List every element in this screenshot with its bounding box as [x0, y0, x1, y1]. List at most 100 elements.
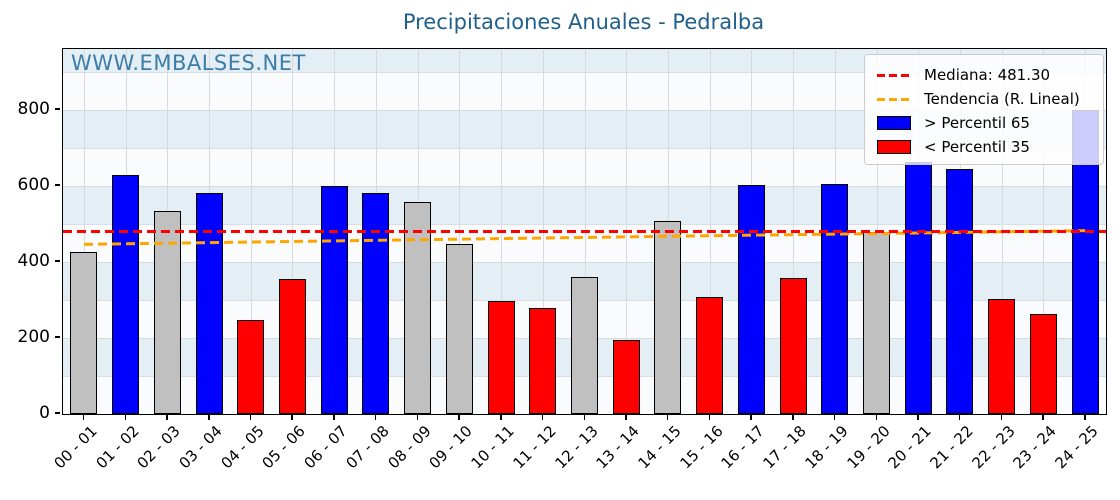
x-tick-mark: [958, 415, 961, 420]
x-tick-mark: [82, 415, 85, 420]
x-tick-label: 24 - 25: [1051, 422, 1102, 473]
y-tick-label: 600: [17, 174, 50, 195]
y-tick-mark: [55, 336, 60, 338]
x-tick-label: 15 - 16: [676, 422, 727, 473]
x-tick-mark: [917, 415, 919, 420]
x-tick-mark: [333, 415, 335, 420]
legend-row: Mediana: 481.30: [877, 63, 1103, 87]
bar-21-22: [946, 168, 974, 414]
legend-label: Mediana: 481.30: [924, 66, 1051, 84]
x-tick-label: 06 - 07: [300, 422, 351, 473]
x-tick-label: 20 - 21: [884, 422, 935, 473]
x-tick-mark: [208, 415, 210, 420]
bar-12-13: [571, 277, 598, 414]
bar-10-11: [487, 300, 515, 414]
y-tick-label: 0: [39, 403, 50, 423]
x-tick-mark: [416, 415, 419, 420]
x-tick-mark: [750, 415, 752, 420]
x-tick-label: 13 - 14: [592, 422, 643, 473]
bar-15-16: [696, 296, 724, 414]
bar-20-21: [904, 161, 932, 414]
legend-label: Tendencia (R. Lineal): [924, 90, 1080, 108]
x-tick-mark: [792, 415, 794, 420]
x-tick-mark: [500, 415, 502, 420]
x-tick-label: 16 - 17: [717, 422, 769, 473]
x-tick-mark: [458, 415, 460, 420]
bar-04-05: [237, 320, 265, 414]
x-tick-label: 23 - 24: [1009, 422, 1061, 473]
legend-swatch-patch-red: [877, 140, 911, 154]
y-tick-mark: [55, 108, 60, 110]
median-line: [63, 229, 1106, 233]
x-tick-label: 08 - 09: [384, 422, 435, 473]
plot-area: WWW.EMBALSES.NET Mediana: 481.30 Tendenci…: [62, 48, 1107, 415]
x-tick-label: 11 - 12: [509, 422, 560, 473]
legend-label: < Percentil 35: [924, 138, 1030, 156]
bar-08-09: [404, 201, 432, 414]
x-tick-mark: [875, 415, 878, 420]
legend-box: Mediana: 481.30 Tendencia (R. Lineal) > Pe…: [864, 54, 1104, 165]
x-tick-mark: [124, 415, 127, 420]
bar-07-08: [362, 192, 390, 414]
x-tick-mark: [374, 415, 377, 420]
x-tick-mark: [291, 415, 293, 420]
x-tick-mark: [1042, 415, 1044, 420]
bar-06-07: [320, 185, 348, 414]
y-tick-label: 200: [17, 326, 50, 347]
y-tick-mark: [55, 184, 60, 186]
legend-row: Tendencia (R. Lineal): [877, 87, 1103, 111]
legend-swatch-dash-red: [877, 73, 911, 77]
x-tick-label: 01 - 02: [92, 422, 143, 473]
y-tick-label: 400: [17, 250, 50, 271]
y-tick-mark: [55, 260, 60, 262]
x-tick-mark: [249, 415, 252, 420]
legend-row: > Percentil 65: [877, 111, 1103, 135]
x-tick-mark: [1084, 415, 1086, 420]
legend-row: < Percentil 35: [877, 135, 1103, 159]
x-tick-label: 02 - 03: [133, 422, 185, 473]
x-tick-label: 12 - 13: [550, 422, 602, 473]
chart-title: Precipitaciones Anuales - Pedralba: [402, 10, 765, 34]
bar-01-02: [112, 175, 140, 414]
x-tick-label: 18 - 19: [801, 422, 852, 473]
x-tick-label: 09 - 10: [425, 422, 477, 473]
legend-swatch-dash-orange: [877, 97, 911, 101]
x-tick-label: 19 - 20: [842, 422, 894, 473]
bar-19-20: [863, 231, 891, 414]
bar-00-01: [70, 252, 98, 414]
bar-03-04: [195, 192, 223, 414]
x-tick-mark: [666, 415, 669, 420]
x-tick-label: 21 - 22: [926, 422, 977, 473]
bar-23-24: [1029, 313, 1057, 414]
x-tick-label: 05 - 06: [258, 422, 310, 473]
legend-label: > Percentil 65: [924, 114, 1030, 132]
legend-swatch-patch-blue: [877, 116, 911, 130]
bar-16-17: [737, 185, 765, 414]
bar-13-14: [612, 339, 640, 414]
x-tick-mark: [166, 415, 168, 420]
x-tick-mark: [708, 415, 711, 420]
x-tick-label: 22 - 23: [968, 422, 1019, 473]
bar-22-23: [988, 298, 1016, 414]
bar-17-18: [779, 278, 807, 414]
x-tick-label: 14 - 15: [634, 422, 685, 473]
bar-14-15: [654, 221, 682, 414]
y-tick-mark: [55, 412, 60, 414]
x-tick-label: 00 - 01: [50, 422, 101, 473]
bar-05-06: [278, 279, 306, 414]
x-tick-label: 04 - 05: [217, 422, 268, 473]
x-tick-mark: [541, 415, 544, 420]
x-tick-label: 03 - 04: [175, 422, 226, 473]
bar-09-10: [445, 243, 473, 414]
x-tick-mark: [583, 415, 585, 420]
x-tick-mark: [833, 415, 836, 420]
bar-11-12: [529, 307, 557, 414]
x-tick-label: 17 - 18: [759, 422, 810, 473]
x-tick-label: 10 - 11: [467, 422, 518, 473]
watermark: WWW.EMBALSES.NET: [71, 51, 306, 75]
bar-18-19: [821, 183, 849, 414]
x-tick-mark: [625, 415, 627, 420]
x-tick-mark: [1000, 415, 1003, 420]
y-tick-label: 800: [17, 98, 50, 119]
